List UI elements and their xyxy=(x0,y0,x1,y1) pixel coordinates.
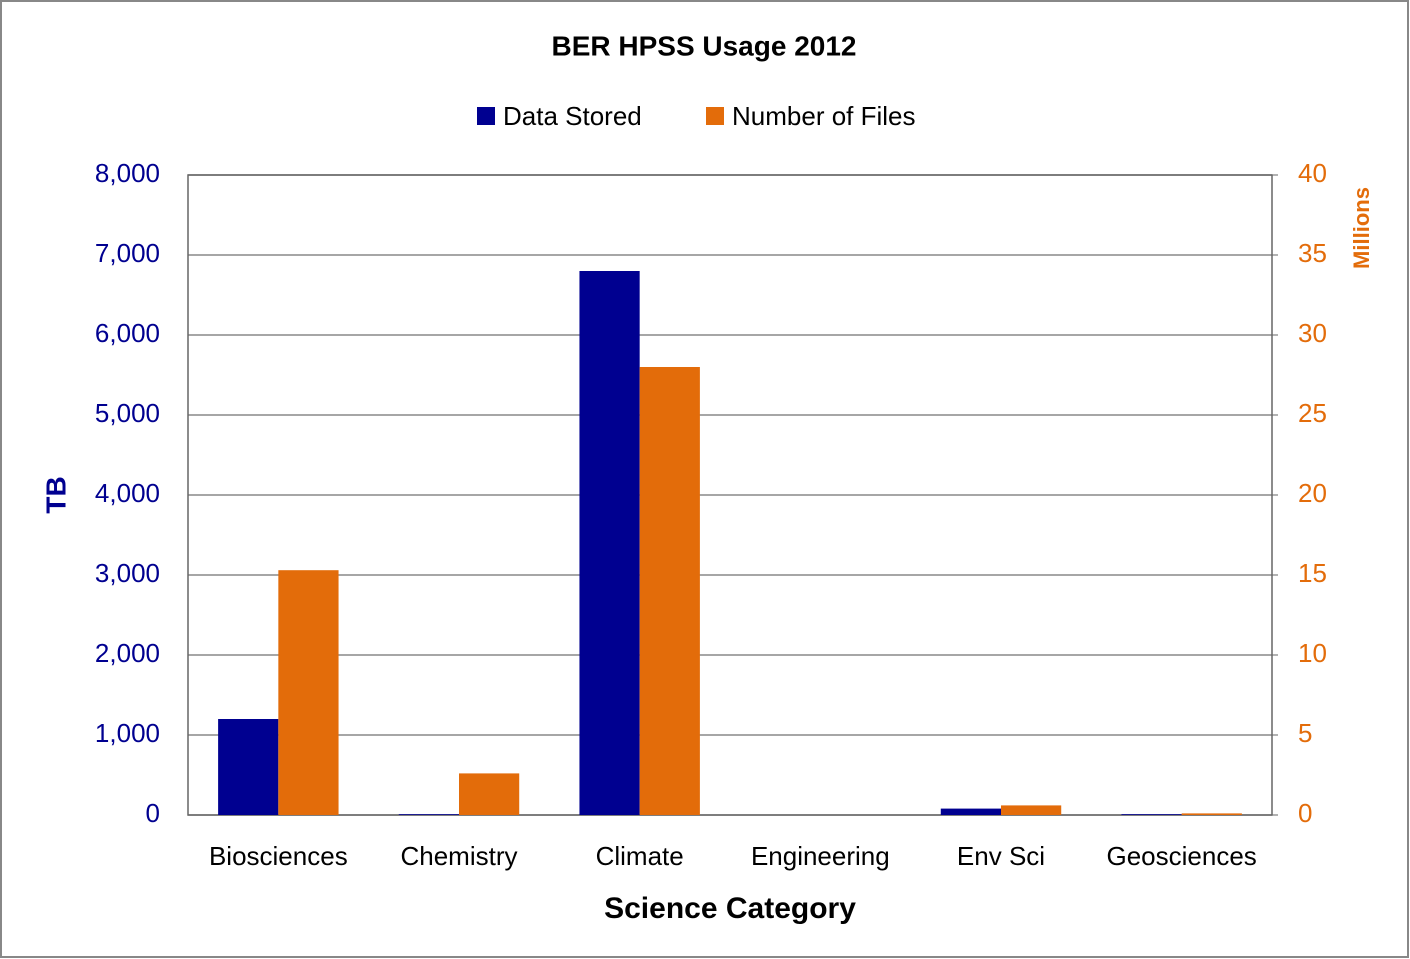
x-tick-label: Climate xyxy=(596,841,684,871)
y2-axis-title: Millions xyxy=(1349,187,1374,269)
y-tick-label: 7,000 xyxy=(95,238,160,268)
y-tick-label: 2,000 xyxy=(95,638,160,668)
bar xyxy=(459,773,520,815)
bar xyxy=(639,367,700,815)
y2-tick-label: 30 xyxy=(1298,318,1327,348)
plot-area xyxy=(187,174,1273,816)
y-axis-title: TB xyxy=(40,476,71,513)
legend-label: Data Stored xyxy=(503,101,642,131)
bar xyxy=(398,814,459,815)
y-tick-label: 4,000 xyxy=(95,478,160,508)
y2-tick-label: 20 xyxy=(1298,478,1327,508)
x-tick-label: Biosciences xyxy=(209,841,348,871)
chart-title: BER HPSS Usage 2012 xyxy=(551,30,856,61)
y2-tick-label: 15 xyxy=(1298,558,1327,588)
x-tick-label: Engineering xyxy=(751,841,890,871)
y-tick-label: 0 xyxy=(146,798,160,828)
y-tick-label: 8,000 xyxy=(95,158,160,188)
legend-label: Number of Files xyxy=(732,101,916,131)
y2-tick-label: 0 xyxy=(1298,798,1312,828)
bar xyxy=(218,719,279,815)
y-tick-label: 6,000 xyxy=(95,318,160,348)
y2-tick-label: 5 xyxy=(1298,718,1312,748)
y-tick-label: 1,000 xyxy=(95,718,160,748)
x-tick-label: Chemistry xyxy=(400,841,517,871)
bar xyxy=(278,570,339,815)
x-tick-label: Geosciences xyxy=(1107,841,1257,871)
y2-tick-label: 40 xyxy=(1298,158,1327,188)
y-tick-label: 5,000 xyxy=(95,398,160,428)
y2-tick-label: 35 xyxy=(1298,238,1327,268)
x-axis-title: Science Category xyxy=(604,892,856,925)
legend-swatch xyxy=(706,107,724,125)
x-tick-label: Env Sci xyxy=(957,841,1045,871)
legend-swatch xyxy=(477,107,495,125)
y2-tick-label: 25 xyxy=(1298,398,1327,428)
y2-tick-label: 10 xyxy=(1298,638,1327,668)
bar xyxy=(1181,813,1242,815)
bar xyxy=(1121,814,1182,815)
bar xyxy=(940,808,1001,815)
bar xyxy=(579,271,640,815)
bar xyxy=(1001,805,1062,815)
y-tick-label: 3,000 xyxy=(95,558,160,588)
